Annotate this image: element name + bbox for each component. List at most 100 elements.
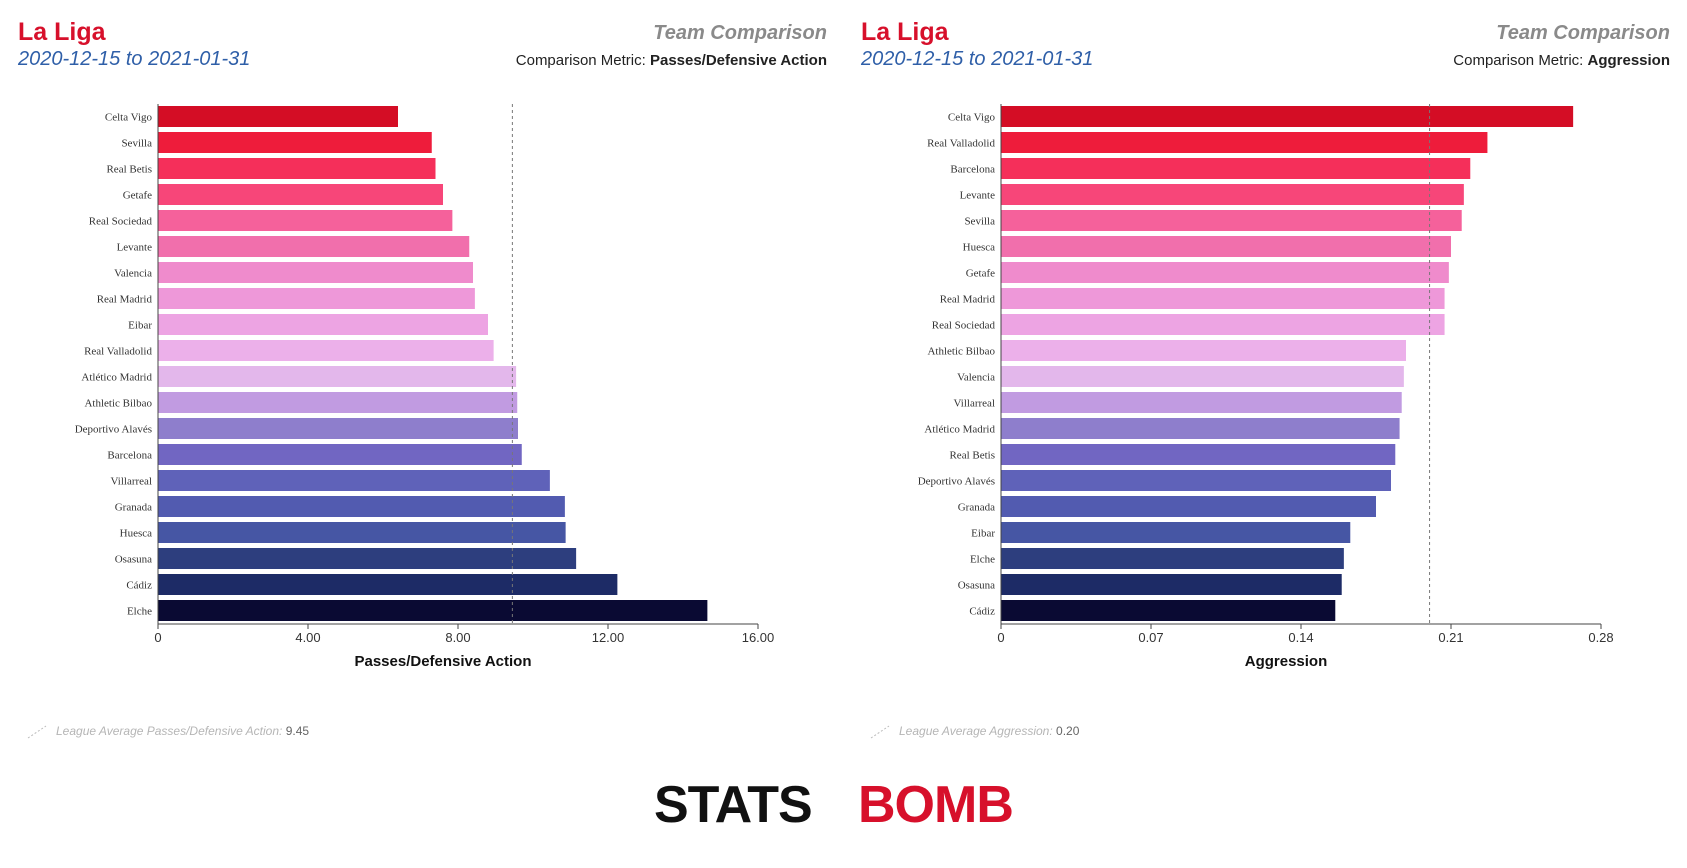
bar bbox=[1001, 106, 1574, 127]
category-label: Eibar bbox=[128, 320, 152, 332]
category-label: Celta Vigo bbox=[105, 112, 153, 124]
bar bbox=[158, 314, 488, 335]
bar bbox=[158, 262, 473, 283]
legend-value: 0.20 bbox=[1056, 724, 1080, 739]
category-label: Real Sociedad bbox=[89, 216, 153, 228]
x-tick-label: 0.21 bbox=[1438, 630, 1463, 645]
metric-name: Aggression bbox=[1587, 52, 1670, 69]
comparison-metric: Comparison Metric: Passes/Defensive Acti… bbox=[516, 52, 827, 69]
bar bbox=[1001, 470, 1391, 491]
x-axis-label: Passes/Defensive Action bbox=[354, 653, 531, 670]
x-tick-label: 8.00 bbox=[445, 630, 470, 645]
x-tick-label: 16.00 bbox=[742, 630, 775, 645]
metric-name: Passes/Defensive Action bbox=[649, 52, 827, 69]
metric-prefix: Comparison Metric: bbox=[515, 52, 650, 69]
bar bbox=[158, 288, 475, 309]
category-label: Eibar bbox=[971, 528, 995, 540]
legend-label: League Average Passes/Defensive Action: bbox=[56, 724, 283, 739]
category-label: Elche bbox=[970, 554, 995, 566]
dashed-line-icon bbox=[27, 725, 47, 739]
x-tick-label: 0 bbox=[997, 630, 1004, 645]
category-label: Barcelona bbox=[107, 450, 152, 462]
category-label: Getafe bbox=[966, 268, 995, 280]
bar bbox=[1001, 184, 1464, 205]
bar bbox=[158, 106, 398, 127]
bar bbox=[1001, 340, 1406, 361]
category-label: Real Sociedad bbox=[932, 320, 996, 332]
category-label: Real Madrid bbox=[940, 294, 996, 306]
category-label: Real Betis bbox=[106, 164, 152, 176]
bar bbox=[158, 236, 470, 257]
date-range: 2020-12-15 to 2021-01-31 bbox=[18, 48, 251, 70]
category-label: Athletic Bilbao bbox=[84, 398, 152, 410]
category-label: Huesca bbox=[963, 242, 995, 254]
date-range: 2020-12-15 to 2021-01-31 bbox=[861, 48, 1094, 70]
category-label: Atlético Madrid bbox=[81, 372, 152, 384]
category-label: Real Valladolid bbox=[84, 346, 152, 358]
bar bbox=[1001, 210, 1462, 231]
category-label: Levante bbox=[960, 190, 996, 202]
bar bbox=[1001, 158, 1471, 179]
bar bbox=[158, 132, 432, 153]
legend-label: League Average Aggression: bbox=[899, 724, 1053, 739]
league-title: La Liga bbox=[861, 18, 949, 46]
bar bbox=[158, 574, 618, 595]
bar bbox=[1001, 314, 1445, 335]
category-label: Valencia bbox=[114, 268, 152, 280]
bar bbox=[158, 158, 436, 179]
statsbomb-logo: STATS BOMB bbox=[0, 772, 1687, 837]
category-label: Osasuna bbox=[958, 580, 995, 592]
category-label: Barcelona bbox=[950, 164, 995, 176]
bar bbox=[1001, 392, 1402, 413]
bar-chart-passes-per-defensive-action: Celta Vigo Sevilla Real Betis Getafe Real So… bbox=[75, 104, 775, 670]
bar bbox=[1001, 522, 1351, 543]
metric-prefix: Comparison Metric: bbox=[1453, 52, 1588, 69]
x-tick-label: 0.07 bbox=[1138, 630, 1163, 645]
bar bbox=[158, 600, 708, 621]
x-tick-label: 12.00 bbox=[592, 630, 625, 645]
category-label: Deportivo Alavés bbox=[918, 476, 995, 488]
category-label: Levante bbox=[117, 242, 153, 254]
bar bbox=[1001, 444, 1396, 465]
bar bbox=[158, 470, 550, 491]
statsbomb-logo-mark: STATS BOMB bbox=[654, 776, 1014, 834]
bar bbox=[1001, 418, 1400, 439]
logo-text-stats: STATS bbox=[654, 776, 812, 832]
legend-value: 9.45 bbox=[285, 724, 310, 739]
category-label: Sevilla bbox=[121, 138, 152, 150]
category-label: Valencia bbox=[957, 372, 995, 384]
bar bbox=[158, 210, 453, 231]
category-label: Celta Vigo bbox=[948, 112, 996, 124]
category-label: Real Madrid bbox=[97, 294, 153, 306]
bar bbox=[1001, 600, 1336, 621]
comparison-metric: Comparison Metric: Aggression bbox=[1453, 52, 1670, 69]
logo-text-bomb: BOMB bbox=[858, 776, 1013, 832]
bar bbox=[158, 548, 577, 569]
x-tick-label: 0.28 bbox=[1588, 630, 1613, 645]
bar bbox=[158, 418, 518, 439]
category-label: Cádiz bbox=[969, 606, 995, 618]
bar bbox=[1001, 366, 1404, 387]
category-label: Villarreal bbox=[111, 476, 152, 488]
category-label: Cádiz bbox=[126, 580, 152, 592]
bar bbox=[158, 340, 494, 361]
bar bbox=[1001, 262, 1449, 283]
category-label: Atlético Madrid bbox=[924, 424, 995, 436]
chart-panel-left: La Liga 2020-12-15 to 2021-01-31 Team Co… bbox=[0, 0, 843, 760]
bar bbox=[1001, 288, 1445, 309]
league-title: La Liga bbox=[18, 18, 106, 46]
bar bbox=[158, 392, 518, 413]
bar bbox=[158, 444, 522, 465]
category-label: Granada bbox=[958, 502, 995, 514]
category-label: Sevilla bbox=[964, 216, 995, 228]
chart-panel-right: La Liga 2020-12-15 to 2021-01-31 Team Co… bbox=[843, 0, 1686, 760]
league-average-legend: League Average Aggression: 0.20 bbox=[869, 724, 1079, 740]
bar bbox=[1001, 574, 1342, 595]
category-label: Getafe bbox=[123, 190, 152, 202]
bar bbox=[158, 496, 565, 517]
bar bbox=[158, 184, 443, 205]
bar bbox=[1001, 132, 1488, 153]
category-label: Real Valladolid bbox=[927, 138, 995, 150]
category-label: Huesca bbox=[120, 528, 152, 540]
x-tick-label: 0.14 bbox=[1288, 630, 1313, 645]
